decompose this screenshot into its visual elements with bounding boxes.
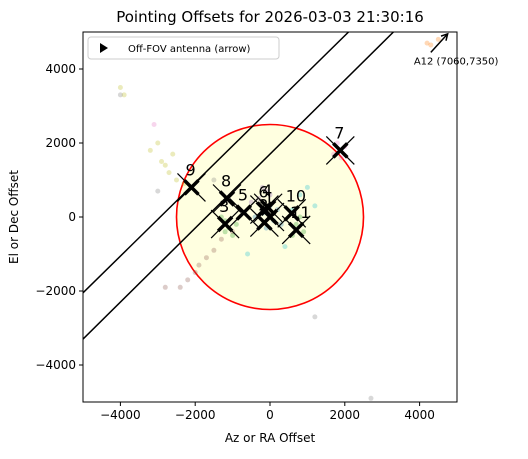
legend: Off-FOV antenna (arrow) — [87, 36, 280, 60]
scatter-point — [117, 85, 123, 90]
marker-arm — [325, 135, 355, 165]
antenna-marker — [212, 184, 242, 213]
legend-box — [87, 36, 280, 60]
y-tick-label: −4000 — [35, 358, 76, 372]
scatter-point — [170, 151, 176, 157]
y-tick-label: 2000 — [45, 136, 76, 150]
scatter-point — [151, 122, 157, 127]
y-axis-label: El or Dec Offset — [7, 170, 21, 264]
marker-arm — [229, 198, 259, 227]
y-tick-label: 4000 — [45, 62, 76, 76]
antenna-label: 9 — [185, 160, 195, 179]
scatter-point — [222, 229, 228, 235]
marker-arm — [210, 209, 240, 239]
marker-arm — [212, 184, 242, 213]
scatter-point — [177, 284, 183, 290]
x-tick-label: −2000 — [175, 408, 216, 422]
plot-area: 1234567891011 — [83, 32, 441, 401]
scatter-point — [203, 255, 209, 261]
scatter-point — [424, 40, 430, 46]
scatter-point — [435, 36, 441, 42]
scatter-point — [117, 92, 123, 98]
antenna-label: 5 — [238, 186, 248, 205]
off-fov-arrow — [430, 32, 449, 53]
scatter-point — [192, 270, 198, 275]
antenna-marker — [177, 172, 206, 202]
y-tick-label: 0 — [68, 210, 76, 224]
marker-arm — [177, 172, 206, 202]
scatter-point — [162, 284, 168, 290]
marker-arm — [277, 198, 307, 228]
scatter-point — [282, 244, 288, 250]
scatter-point — [245, 251, 251, 257]
scatter-point — [293, 221, 299, 227]
scatter-point — [260, 184, 266, 190]
boundary-line — [83, 32, 394, 340]
scatter-point — [267, 192, 273, 198]
x-tick-label: 2000 — [330, 408, 361, 422]
scatter-point — [312, 203, 318, 209]
antenna-marker — [281, 215, 311, 245]
antenna-label: 11 — [290, 203, 310, 222]
scatter-point — [155, 188, 161, 194]
scatter-point — [196, 262, 202, 268]
antenna-label: 3 — [219, 197, 229, 216]
scatter-point — [428, 42, 434, 48]
x-tick-label: 4000 — [404, 408, 435, 422]
scatter-point — [147, 147, 153, 153]
scatter-point — [263, 188, 269, 194]
scatter-point — [185, 277, 191, 283]
scatter-point — [166, 170, 172, 176]
legend-label: Off-FOV antenna (arrow) — [128, 44, 251, 55]
x-tick-label: 0 — [266, 408, 274, 422]
scatter-point — [297, 192, 303, 198]
scatter-point — [121, 92, 127, 98]
antenna-marker — [229, 198, 259, 227]
boundary-line — [83, 32, 350, 294]
y-tick-label: −2000 — [35, 284, 76, 298]
scatter-point — [211, 247, 217, 253]
scatter-point — [304, 184, 310, 190]
annotation: A12 (7060,7350) — [414, 56, 499, 67]
arrow-shaft — [430, 33, 449, 53]
scatter-point — [301, 229, 307, 235]
scatter-point — [162, 162, 168, 168]
antenna-label: 6 — [258, 183, 268, 202]
x-tick-label: −4000 — [100, 408, 141, 422]
legend-marker — [100, 43, 108, 53]
antenna-label: 10 — [286, 186, 306, 205]
antenna-label: 8 — [221, 172, 231, 191]
scatter-point — [233, 221, 239, 227]
x-axis-label: Az or RA Offset — [225, 431, 316, 445]
marker-arm — [249, 195, 279, 225]
scatter-point — [159, 159, 165, 164]
antenna-marker — [325, 135, 355, 165]
scatter-point — [230, 233, 236, 238]
scatter-point — [155, 140, 161, 146]
scatter-point — [338, 155, 344, 161]
scatter-point — [312, 314, 318, 320]
antenna-marker — [210, 209, 240, 239]
antenna-label: 1 — [264, 190, 274, 209]
scatter-point — [174, 177, 179, 183]
chart-title: Pointing Offsets for 2026-03-03 21:30:16 — [116, 8, 424, 26]
antenna-label: 7 — [334, 123, 344, 142]
scatter-point — [218, 236, 224, 242]
scatter-point — [368, 395, 374, 401]
antenna-label: 4 — [262, 181, 272, 200]
marker-arm — [281, 215, 311, 245]
scatter-point — [211, 177, 217, 183]
antenna-marker — [249, 208, 279, 237]
arrow-head — [440, 32, 449, 41]
antenna-marker — [249, 195, 279, 225]
